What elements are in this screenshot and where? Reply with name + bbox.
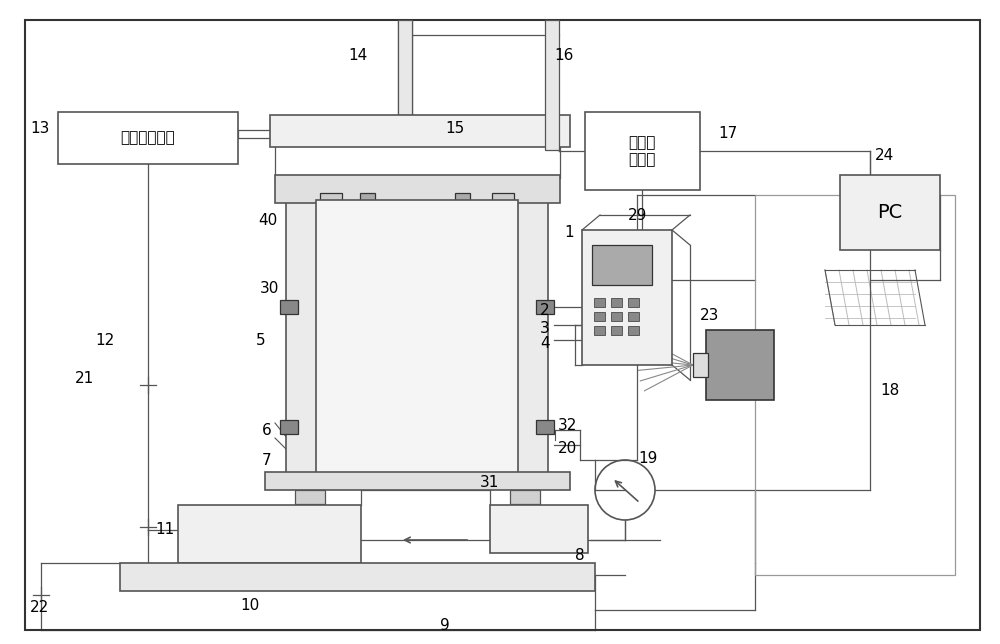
Bar	[611, 312, 622, 321]
Text: 15: 15	[445, 120, 464, 135]
Text: 9: 9	[440, 618, 450, 632]
Text: 13: 13	[30, 120, 49, 135]
Text: 3: 3	[540, 321, 550, 336]
Bar	[280, 420, 298, 434]
Text: 30: 30	[260, 281, 279, 296]
Bar	[536, 420, 554, 434]
Text: 1: 1	[564, 225, 574, 240]
Text: 4: 4	[540, 336, 550, 350]
Bar	[840, 175, 940, 250]
Text: 18: 18	[880, 383, 899, 397]
Text: 32: 32	[558, 417, 577, 433]
Bar	[275, 175, 560, 203]
Bar	[628, 326, 639, 335]
Bar	[594, 326, 605, 335]
Text: 20: 20	[558, 440, 577, 455]
Text: 11: 11	[155, 522, 174, 538]
Text: 空气循环系统: 空气循环系统	[121, 131, 175, 146]
Text: 6: 6	[262, 422, 272, 437]
Text: 40: 40	[258, 213, 277, 227]
Bar	[536, 300, 554, 314]
Bar	[585, 112, 700, 190]
Bar	[706, 330, 774, 400]
Text: 7: 7	[262, 453, 272, 468]
Bar	[594, 312, 605, 321]
Bar	[58, 112, 238, 164]
Text: PC: PC	[877, 202, 903, 222]
Bar	[516, 178, 548, 475]
Bar	[286, 178, 318, 475]
Bar	[755, 195, 955, 575]
Text: 22: 22	[30, 600, 49, 614]
Bar	[490, 505, 588, 553]
Text: 12: 12	[95, 332, 114, 348]
Bar	[545, 20, 559, 150]
Bar	[592, 245, 652, 285]
Bar	[320, 193, 342, 207]
Bar	[280, 300, 298, 314]
Bar	[611, 298, 622, 307]
Text: 液体循
环系统: 液体循 环系统	[628, 135, 656, 167]
Bar	[270, 115, 570, 147]
Bar	[628, 298, 639, 307]
Text: 24: 24	[875, 147, 894, 162]
Bar	[492, 193, 514, 207]
Text: 2: 2	[540, 303, 550, 317]
Bar	[316, 200, 518, 475]
Bar	[295, 490, 325, 504]
Bar	[178, 505, 361, 563]
Bar	[360, 193, 375, 203]
Bar	[120, 563, 595, 591]
Text: 19: 19	[638, 451, 657, 466]
Bar	[594, 298, 605, 307]
Text: 14: 14	[348, 48, 367, 62]
Text: 31: 31	[480, 475, 499, 489]
Bar	[693, 353, 708, 377]
Bar	[582, 230, 672, 365]
Text: 16: 16	[554, 48, 573, 62]
Text: 23: 23	[700, 307, 719, 323]
Text: 21: 21	[75, 370, 94, 386]
Text: 10: 10	[240, 598, 259, 612]
Text: 5: 5	[256, 332, 266, 348]
Text: 17: 17	[718, 126, 737, 140]
Bar	[510, 490, 540, 504]
Bar	[628, 312, 639, 321]
Bar	[265, 472, 570, 490]
Bar	[611, 326, 622, 335]
Text: 8: 8	[575, 547, 585, 562]
Bar	[398, 20, 412, 115]
Text: 29: 29	[628, 207, 647, 222]
Bar	[455, 193, 470, 203]
